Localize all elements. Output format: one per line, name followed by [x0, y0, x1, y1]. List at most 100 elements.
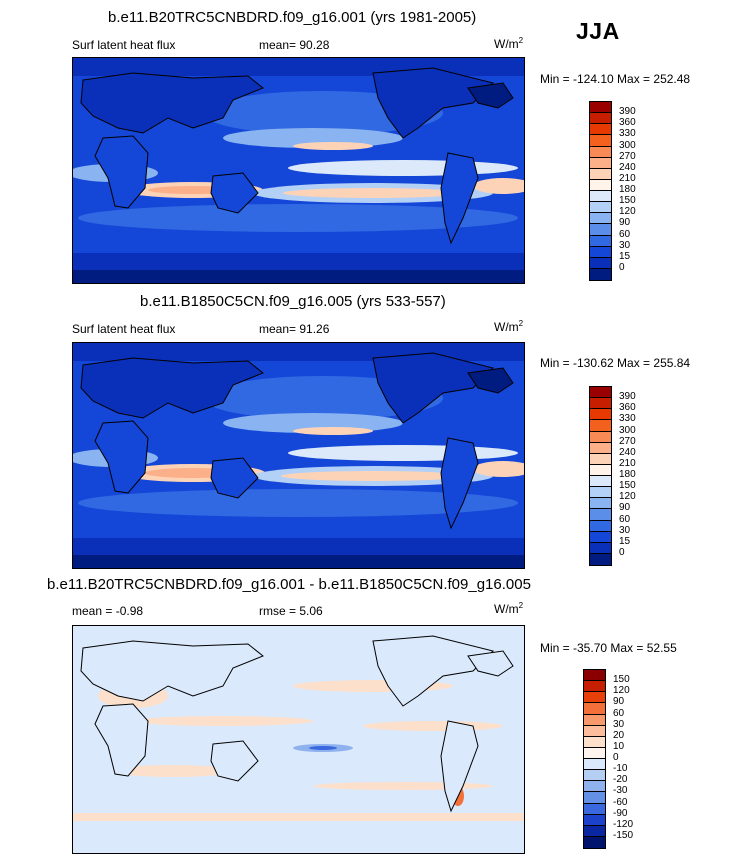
- colorbar-tick-label: 390: [619, 391, 636, 403]
- colorbar-swatch: [590, 420, 611, 432]
- colorbar-tick-label: -120: [613, 818, 634, 830]
- panel1-colorbar-labels: 390 360 330 300 270 240 210 180 150 120 90 60 30 15 0: [619, 101, 659, 279]
- colorbar-swatch: [584, 759, 605, 771]
- colorbar-tick-label: 150: [619, 195, 636, 207]
- panel2-units: W/m2: [494, 319, 524, 334]
- colorbar-swatch: [590, 168, 611, 180]
- colorbar-swatch: [590, 246, 611, 258]
- colorbar-tick-label: 180: [619, 184, 636, 195]
- colorbar-swatch: [590, 202, 611, 214]
- panel2-colorbar: [589, 386, 612, 566]
- colorbar-swatch: [590, 113, 611, 125]
- colorbar-swatch: [590, 146, 611, 158]
- panel2-mean: mean= 91.26: [259, 322, 330, 336]
- panel1-units: W/m2: [494, 36, 524, 51]
- panel2-colorbar-labels: 390 360 330 300 270 240 210 180 150 120 90 60 30 15 0: [619, 386, 659, 564]
- colorbar-tick-label: -20: [613, 774, 628, 786]
- colorbar-swatch: [590, 476, 611, 488]
- panel3-map-field: [73, 626, 524, 853]
- colorbar-tick-label: 210: [619, 172, 636, 184]
- colorbar-swatch: [584, 714, 605, 726]
- colorbar-tick-label: 20: [613, 729, 625, 741]
- colorbar-swatch: [590, 213, 611, 225]
- colorbar-tick-label: 390: [619, 106, 636, 118]
- colorbar-tick-label: 60: [613, 707, 625, 719]
- colorbar-swatch: [590, 498, 611, 510]
- colorbar-swatch: [590, 179, 611, 191]
- colorbar-swatch: [584, 792, 605, 804]
- colorbar-swatch: [590, 224, 611, 236]
- panel3-mean: mean = -0.98: [72, 604, 144, 618]
- colorbar-swatch: [584, 703, 605, 715]
- colorbar-swatch: [590, 464, 611, 476]
- colorbar-swatch: [584, 692, 605, 704]
- colorbar-swatch: [584, 747, 605, 759]
- colorbar-swatch: [590, 387, 611, 399]
- panel1-map: [72, 57, 525, 284]
- colorbar-tick-label: 30: [619, 524, 631, 536]
- colorbar-swatch: [590, 257, 611, 269]
- panel2-map-field: [73, 343, 524, 568]
- panel3-title: b.e11.B20TRC5CNBDRD.f09_g16.001 - b.e11.…: [47, 576, 531, 593]
- colorbar-tick-label: 90: [619, 502, 631, 514]
- colorbar-swatch: [590, 487, 611, 499]
- panel3-colorbar-labels: 150 120 90 60 30 20 10 0 -10 -20 -30 -60 -90 -120 -150: [613, 669, 653, 847]
- panel2-map: [72, 342, 525, 569]
- colorbar-swatch: [590, 191, 611, 203]
- colorbar-tick-label: 60: [619, 228, 631, 240]
- colorbar-swatch: [590, 409, 611, 421]
- colorbar-tick-label: 10: [613, 740, 625, 752]
- colorbar-tick-label: 270: [619, 150, 636, 162]
- colorbar-tick-label: 150: [613, 674, 630, 686]
- colorbar-tick-label: 0: [619, 261, 625, 273]
- panel1-minmax: Min = -124.10 Max = 252.48: [540, 72, 691, 86]
- colorbar-swatch: [584, 770, 605, 782]
- colorbar-swatch: [590, 135, 611, 147]
- colorbar-swatch: [590, 124, 611, 136]
- colorbar-tick-label: -90: [613, 807, 628, 819]
- colorbar-swatch: [590, 268, 611, 280]
- colorbar-swatch: [590, 398, 611, 410]
- colorbar-swatch: [590, 157, 611, 169]
- colorbar-swatch: [590, 509, 611, 521]
- colorbar-tick-label: 15: [619, 250, 631, 262]
- colorbar-tick-label: 180: [619, 469, 636, 480]
- colorbar-swatch: [590, 235, 611, 247]
- panel1-map-field: [73, 58, 524, 283]
- season-label: JJA: [576, 18, 620, 44]
- panel3-rmse: rmse = 5.06: [259, 604, 323, 618]
- colorbar-tick-label: 0: [619, 546, 625, 558]
- colorbar-swatch: [584, 825, 605, 837]
- colorbar-swatch: [584, 836, 605, 848]
- colorbar-tick-label: 90: [619, 217, 631, 229]
- colorbar-tick-label: 360: [619, 402, 636, 414]
- colorbar-tick-label: 270: [619, 435, 636, 447]
- colorbar-swatch: [590, 453, 611, 465]
- panel2-minmax: Min = -130.62 Max = 255.84: [540, 356, 691, 370]
- colorbar-tick-label: -60: [613, 796, 628, 808]
- panel1-variable-label: Surf latent heat flux: [72, 38, 176, 52]
- colorbar-tick-label: 240: [619, 446, 636, 458]
- colorbar-tick-label: -30: [613, 785, 628, 797]
- colorbar-tick-label: -150: [613, 829, 634, 841]
- panel2-variable-label: Surf latent heat flux: [72, 322, 176, 336]
- colorbar-tick-label: 300: [619, 139, 636, 151]
- colorbar-swatch: [584, 814, 605, 826]
- colorbar-tick-label: 120: [613, 685, 630, 697]
- colorbar-tick-label: 90: [613, 696, 625, 708]
- colorbar-swatch: [584, 670, 605, 682]
- panel2-title: b.e11.B1850C5CN.f09_g16.005 (yrs 533-557…: [140, 293, 446, 310]
- colorbar-tick-label: 150: [619, 480, 636, 492]
- colorbar-tick-label: 210: [619, 457, 636, 469]
- colorbar-tick-label: 330: [619, 413, 636, 425]
- panel1-colorbar: [589, 101, 612, 281]
- colorbar-swatch: [584, 725, 605, 737]
- colorbar-swatch: [590, 442, 611, 454]
- panel1-title: b.e11.B20TRC5CNBDRD.f09_g16.001 (yrs 198…: [108, 9, 477, 26]
- colorbar-tick-label: 60: [619, 513, 631, 525]
- colorbar-tick-label: 0: [613, 752, 619, 763]
- colorbar-tick-label: 30: [619, 239, 631, 251]
- colorbar-swatch: [590, 431, 611, 443]
- panel3-minmax: Min = -35.70 Max = 52.55: [540, 641, 677, 655]
- colorbar-tick-label: 120: [619, 491, 636, 503]
